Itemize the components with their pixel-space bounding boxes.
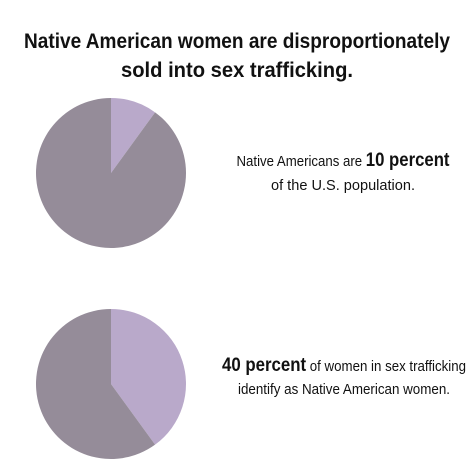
caption-emphasis: 10 percent (366, 150, 450, 171)
pie-slice (111, 98, 156, 173)
pie-slice (36, 98, 187, 249)
caption-line: of the U.S. population. (271, 177, 415, 194)
caption-emphasis: 40 percent (222, 355, 307, 376)
caption-text: of women in sex trafficking (306, 358, 466, 375)
caption-line: Native Americans are 10 percent (237, 150, 451, 171)
caption-text: of the U.S. population. (271, 177, 415, 194)
title-line: Native American women are disproportiona… (24, 30, 450, 53)
caption-text: identify as Native American women. (238, 381, 450, 398)
caption-text: Native Americans are (237, 153, 366, 170)
pie-slice (36, 309, 156, 459)
pie-slice (111, 309, 186, 445)
caption-line: identify as Native American women. (238, 381, 450, 398)
title-line: sold into sex trafficking. (121, 59, 353, 82)
caption-line: 40 percent of women in sex trafficking (222, 355, 466, 376)
